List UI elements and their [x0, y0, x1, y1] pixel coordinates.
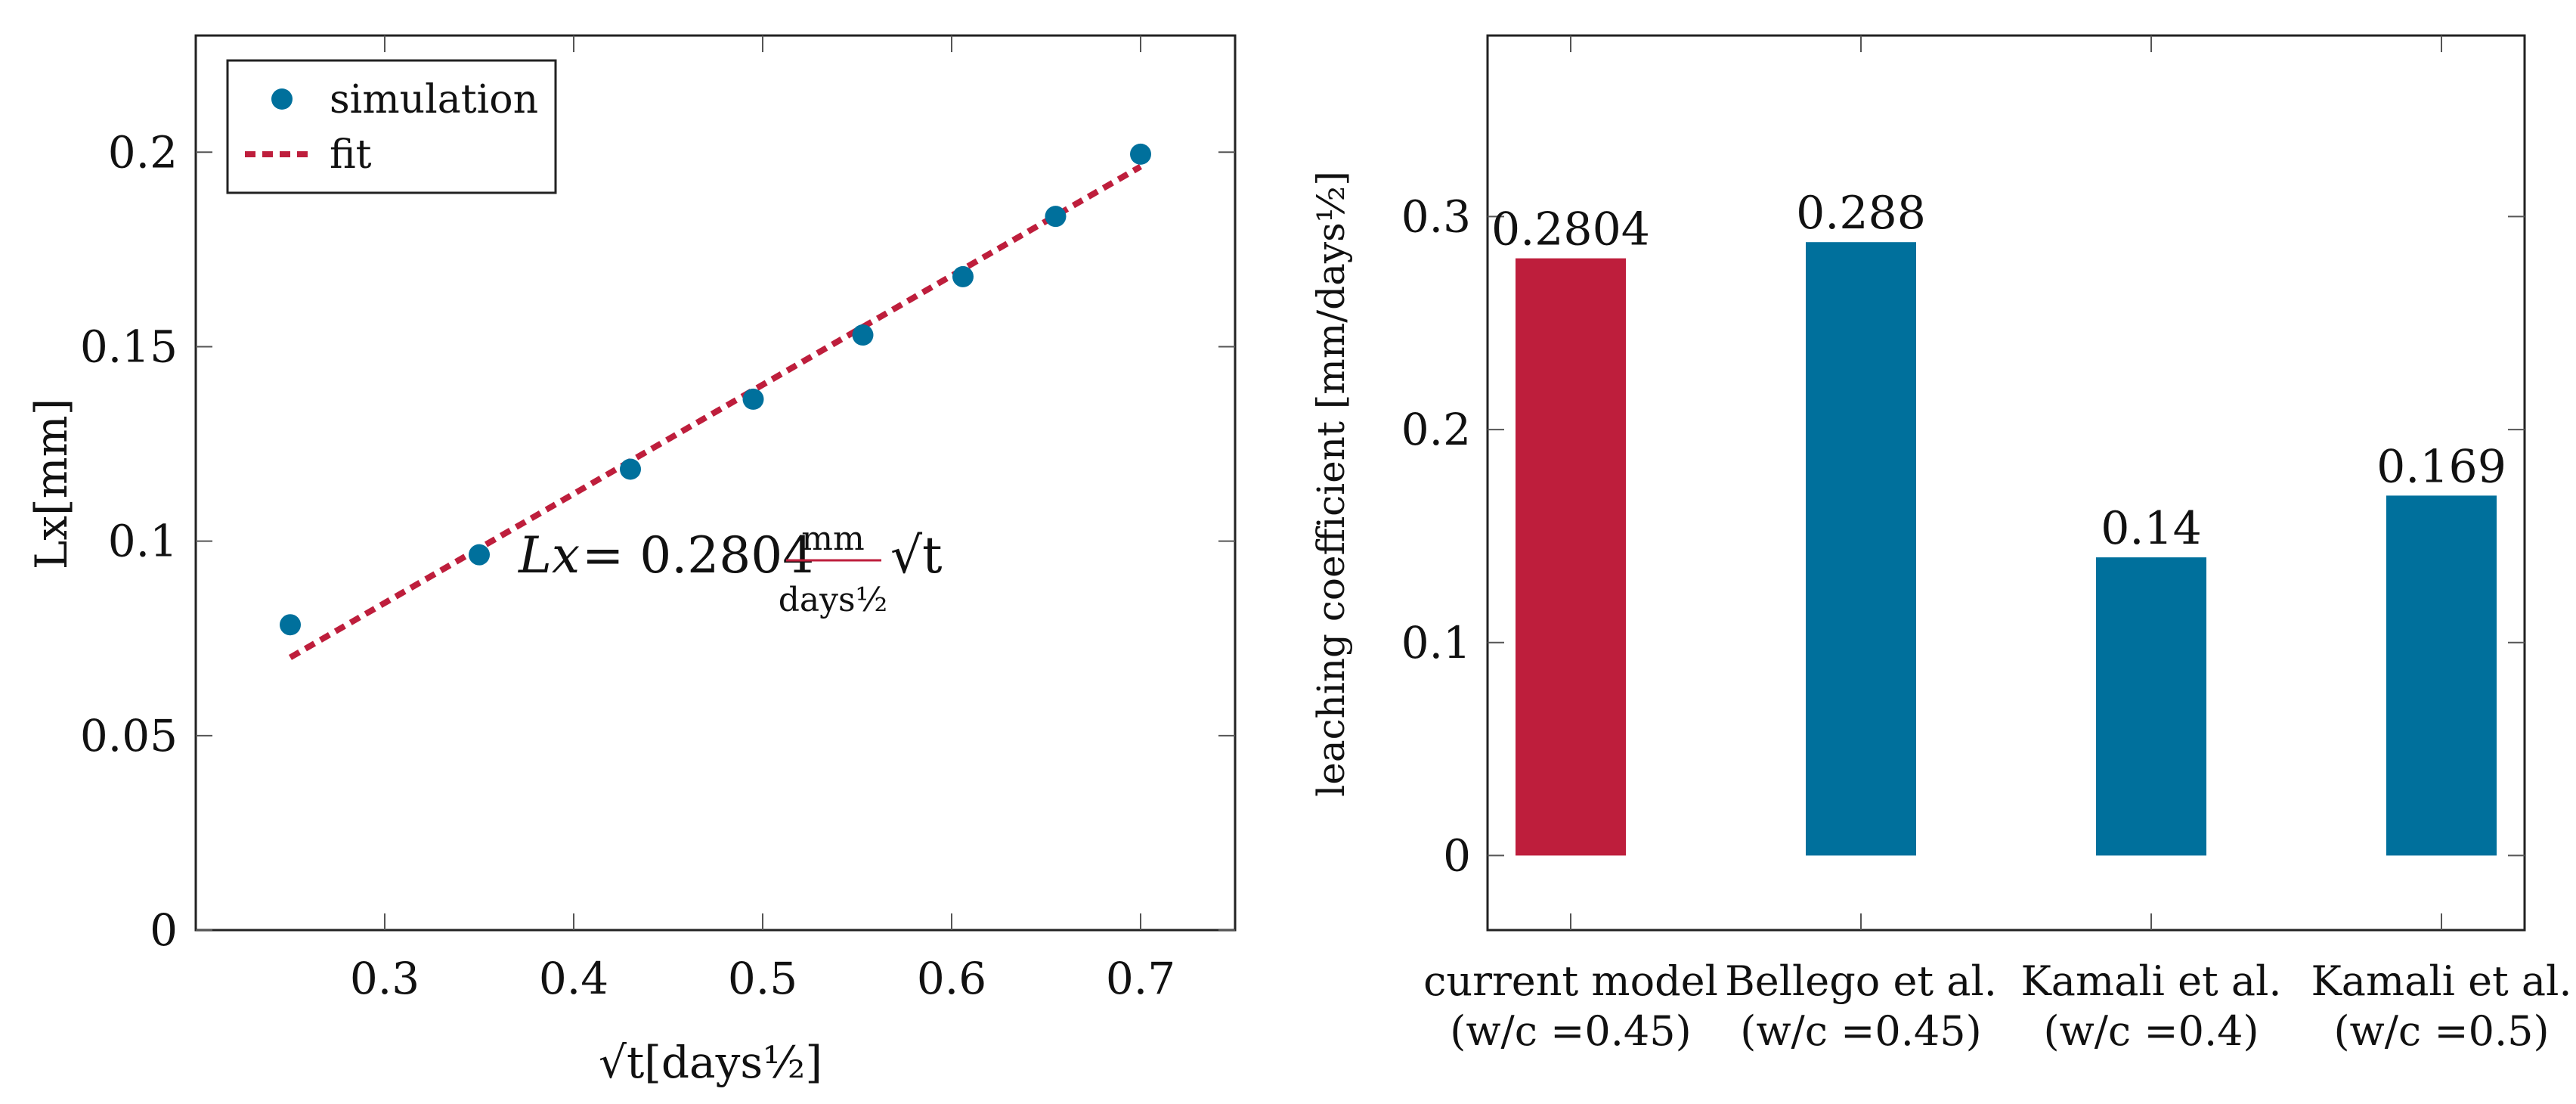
scatter-y-axis-label: Lx[mm]	[26, 398, 77, 569]
simulation-point	[280, 614, 301, 636]
bar-ticks	[1488, 36, 2525, 930]
simulation-point	[742, 388, 764, 410]
bar-category-label: Kamali et al.	[2311, 957, 2571, 1005]
scatter-ticks	[196, 36, 1235, 931]
fit-series	[289, 163, 1142, 660]
bar-value-label: 0.288	[1796, 187, 1926, 240]
y-axis-label-text: Lx[mm]	[26, 398, 77, 569]
bar-value-label: 0.14	[2101, 502, 2202, 555]
x-tick-label: 0.3	[350, 953, 420, 1004]
bar-plot-frame	[1486, 34, 2526, 932]
scatter-x-axis-label: √t[days½]	[599, 1037, 822, 1088]
scatter-tick-labels: 0.3 0.4 0.5 0.6 0.7 0 0.05 0.1 0.15 0.2	[80, 126, 1175, 1004]
simulation-point	[852, 324, 874, 346]
bar-category-sublabel: (w/c =0.45)	[1740, 1007, 1981, 1055]
simulation-point	[952, 265, 974, 287]
equation-denominator: days½	[779, 581, 887, 619]
legend-fit-label: fit	[330, 132, 372, 178]
bar-value-label: 0.2804	[1491, 203, 1650, 256]
bar-y-tick-label: 0.2	[1401, 404, 1471, 455]
scatter-chart: 0.3 0.4 0.5 0.6 0.7 0 0.05 0.1 0.15 0.2 √t[days½]…	[26, 34, 1237, 1088]
bar-category-sublabel: (w/c =0.5)	[2333, 1007, 2549, 1055]
bar	[1516, 258, 1626, 856]
equation-numerator: mm	[801, 519, 864, 558]
simulation-point	[620, 458, 641, 480]
y-tick-label: 0.2	[108, 126, 178, 178]
legend-box	[226, 59, 557, 194]
bar-value-label: 0.169	[2376, 440, 2506, 493]
legend-simulation-label: simulation	[330, 77, 538, 122]
legend: simulation fit	[226, 59, 557, 194]
bar-y-tick-label: 0	[1443, 830, 1471, 881]
x-tick-label: 0.4	[539, 953, 608, 1004]
bar-category-sublabel: (w/c =0.45)	[1450, 1007, 1691, 1055]
bar-y-axis-label: leaching coefficient [mm/days½]	[1309, 171, 1353, 797]
y-tick-label: 0.1	[108, 516, 178, 567]
bar-y-tick-label: 0.1	[1401, 617, 1471, 668]
bar-value-labels: 0.2804 0.288 0.14 0.169	[1491, 187, 2506, 555]
bar	[1806, 242, 1916, 856]
bar-category-label: Bellego et al.	[1725, 957, 1997, 1005]
simulation-point	[469, 544, 490, 566]
bar-tick-labels: 0 0.1 0.2 0.3	[1401, 191, 1471, 881]
scatter-plot-frame	[194, 34, 1237, 932]
bar-category-sublabel: (w/c =0.4)	[2043, 1007, 2259, 1055]
bar	[2386, 495, 2497, 856]
fit-line	[289, 163, 1142, 660]
bar-category-labels: current model(w/c =0.45)Bellego et al.(w…	[1423, 957, 2571, 1055]
simulation-point	[1045, 206, 1067, 228]
y-tick-label: 0	[150, 904, 178, 956]
x-axis-label-text: √t[days½]	[599, 1037, 822, 1088]
bar-chart: 0 0.1 0.2 0.3 0.2804 0.288 0.14 0.169 current …	[1309, 34, 2572, 1055]
legend-simulation-marker	[271, 88, 293, 110]
x-tick-label: 0.7	[1106, 953, 1175, 1004]
x-tick-label: 0.5	[728, 953, 797, 1004]
bar	[2096, 557, 2206, 856]
equation-rhs: √t	[890, 526, 943, 585]
y-tick-label: 0.15	[80, 321, 178, 372]
fit-equation: Lx = 0.2804 mm days½ √t	[518, 519, 943, 619]
simulation-point	[1130, 143, 1151, 165]
x-tick-label: 0.6	[917, 953, 986, 1004]
bar-category-label: Kamali et al.	[2020, 957, 2281, 1005]
bar-y-tick-label: 0.3	[1401, 191, 1471, 242]
bar-y-axis-label-text: leaching coefficient [mm/days½]	[1309, 171, 1353, 797]
equation-coefficient: = 0.2804	[582, 526, 814, 585]
bar-category-label: current model	[1423, 957, 1718, 1005]
equation-lhs: Lx	[518, 526, 580, 585]
simulation-series	[280, 143, 1151, 636]
y-tick-label: 0.05	[80, 710, 178, 761]
bar-series	[1516, 242, 2497, 856]
